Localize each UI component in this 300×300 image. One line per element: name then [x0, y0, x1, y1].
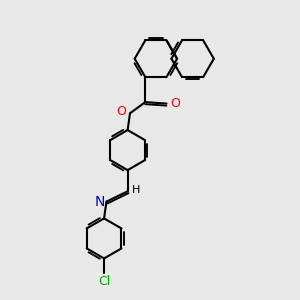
Text: O: O [116, 105, 126, 118]
Text: O: O [170, 97, 180, 110]
Text: H: H [132, 185, 140, 195]
Text: Cl: Cl [98, 275, 110, 288]
Text: N: N [94, 195, 105, 208]
